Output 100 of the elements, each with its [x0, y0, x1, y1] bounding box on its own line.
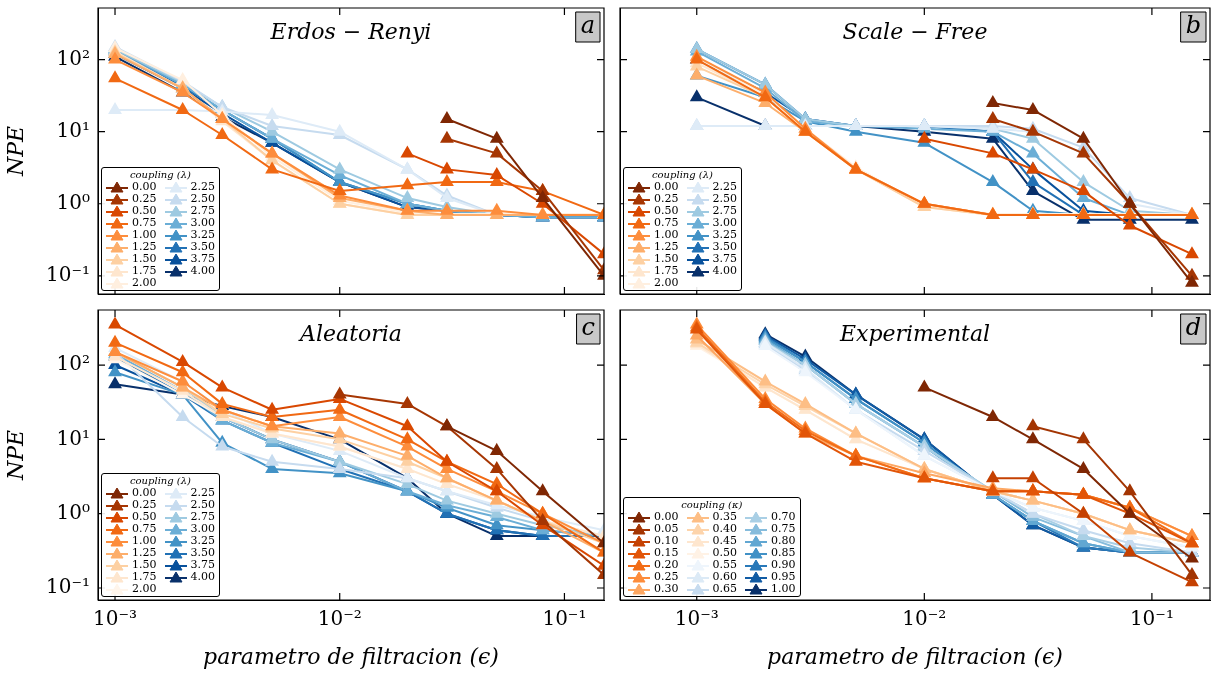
legend-label: 2.00 — [132, 582, 157, 595]
legend-label: 0.50 — [712, 546, 737, 559]
legend-label: 1.00 — [654, 228, 679, 241]
legend-label: 2.75 — [712, 204, 737, 217]
legend-label: 4.00 — [712, 264, 737, 277]
legend-label: 0.60 — [712, 570, 737, 583]
x-tick-label: 10⁻² — [902, 606, 947, 631]
legend-label: 4.00 — [190, 570, 215, 583]
y-tick-label: 10⁻¹ — [45, 262, 90, 287]
legend-title: coupling (λ) — [129, 169, 192, 181]
legend-label: 1.25 — [132, 546, 157, 559]
y-tick-label: 10⁻¹ — [45, 574, 90, 599]
y-tick-label: 10⁰ — [56, 499, 90, 524]
legend-label: 3.25 — [190, 534, 215, 547]
legend-label: 0.25 — [132, 192, 157, 205]
legend-label: 0.10 — [654, 534, 679, 547]
legend-label: 2.25 — [190, 180, 215, 193]
legend-label: 1.25 — [132, 240, 157, 253]
legend-label: 0.00 — [132, 486, 157, 499]
legend-label: 3.00 — [712, 216, 737, 229]
legend-label: 3.50 — [712, 240, 737, 253]
legend-label: 0.25 — [654, 570, 679, 583]
legend-label: 1.50 — [132, 252, 157, 265]
y-tick-label: 10¹ — [56, 117, 90, 142]
legend-label: 3.00 — [190, 216, 215, 229]
legend-label: 2.25 — [190, 486, 215, 499]
y-tick-label: 10² — [56, 351, 90, 376]
annotation: b — [1185, 11, 1202, 40]
x-axis-title: parametro de filtracion (ϵ) — [203, 643, 499, 669]
y-axis-title: NPE — [2, 125, 28, 178]
legend-label: 3.00 — [190, 522, 215, 535]
legend-label: 0.15 — [654, 546, 679, 559]
legend-label: 1.50 — [654, 252, 679, 265]
text: Experimental — [838, 320, 991, 346]
legend-label: 1.75 — [132, 264, 157, 277]
y-tick-label: 10¹ — [56, 425, 90, 450]
x-tick-label: 10⁻¹ — [542, 606, 587, 631]
legend-label: 0.55 — [712, 558, 737, 571]
y-tick-label: 10² — [56, 45, 90, 70]
legend-title: coupling (λ) — [129, 475, 192, 487]
legend-label: 0.00 — [654, 510, 679, 523]
x-axis-title: parametro de filtracion (ϵ) — [767, 643, 1063, 669]
y-tick-label: 10⁰ — [56, 189, 90, 214]
legend-label: 3.75 — [190, 558, 215, 571]
legend-label: 0.75 — [132, 216, 157, 229]
legend-label: 0.80 — [771, 534, 796, 547]
legend-label: 1.00 — [771, 582, 796, 595]
legend-label: 0.00 — [132, 180, 157, 193]
legend-label: 3.75 — [190, 252, 215, 265]
legend-label: 0.25 — [132, 498, 157, 511]
text: Aleatoria — [298, 320, 402, 346]
legend-label: 2.50 — [712, 192, 737, 205]
text: Scale − Free — [842, 18, 988, 44]
legend-label: 1.00 — [132, 228, 157, 241]
x-tick-label: 10⁻³ — [674, 606, 719, 631]
legend-label: 0.50 — [132, 204, 157, 217]
legend-label: 2.50 — [190, 192, 215, 205]
legend-label: 0.75 — [654, 216, 679, 229]
legend-label: 2.25 — [712, 180, 737, 193]
legend-title: coupling (λ) — [651, 169, 714, 181]
legend-label: 1.75 — [132, 570, 157, 583]
legend-label: 3.50 — [190, 546, 215, 559]
legend-label: 0.50 — [654, 204, 679, 217]
annotation: d — [1185, 313, 1202, 342]
legend-title: coupling (κ) — [680, 499, 744, 511]
legend-label: 0.00 — [654, 180, 679, 193]
legend-label: 2.00 — [132, 276, 157, 289]
legend-label: 2.50 — [190, 498, 215, 511]
annotation: a — [580, 11, 595, 40]
legend-label: 0.25 — [654, 192, 679, 205]
legend-label: 0.70 — [771, 510, 796, 523]
legend-label: 3.75 — [712, 252, 737, 265]
legend-label: 0.65 — [712, 582, 737, 595]
x-tick-label: 10⁻³ — [93, 606, 138, 631]
legend-label: 0.30 — [654, 582, 679, 595]
legend-label: 0.75 — [771, 522, 796, 535]
legend-label: 4.00 — [190, 264, 215, 277]
legend-label: 0.05 — [654, 522, 679, 535]
legend-label: 2.75 — [190, 204, 215, 217]
legend-label: 1.75 — [654, 264, 679, 277]
legend-label: 2.00 — [654, 276, 679, 289]
legend-label: 1.50 — [132, 558, 157, 571]
legend-label: 0.90 — [771, 558, 796, 571]
legend-label: 0.50 — [132, 510, 157, 523]
legend-label: 0.75 — [132, 522, 157, 535]
x-tick-label: 10⁻² — [317, 606, 362, 631]
x-tick-label: 10⁻¹ — [1129, 606, 1174, 631]
legend-label: 0.35 — [712, 510, 737, 523]
legend-label: 0.45 — [712, 534, 737, 547]
y-axis-title: NPE — [2, 429, 28, 482]
legend-label: 2.75 — [190, 510, 215, 523]
legend-label: 0.85 — [771, 546, 796, 559]
legend-label: 0.20 — [654, 558, 679, 571]
legend-label: 3.25 — [190, 228, 215, 241]
legend-label: 0.95 — [771, 570, 796, 583]
legend-label: 0.40 — [712, 522, 737, 535]
annotation: c — [581, 313, 596, 342]
text: Erdos − Renyi — [269, 18, 432, 44]
legend-label: 3.25 — [712, 228, 737, 241]
legend-label: 1.00 — [132, 534, 157, 547]
